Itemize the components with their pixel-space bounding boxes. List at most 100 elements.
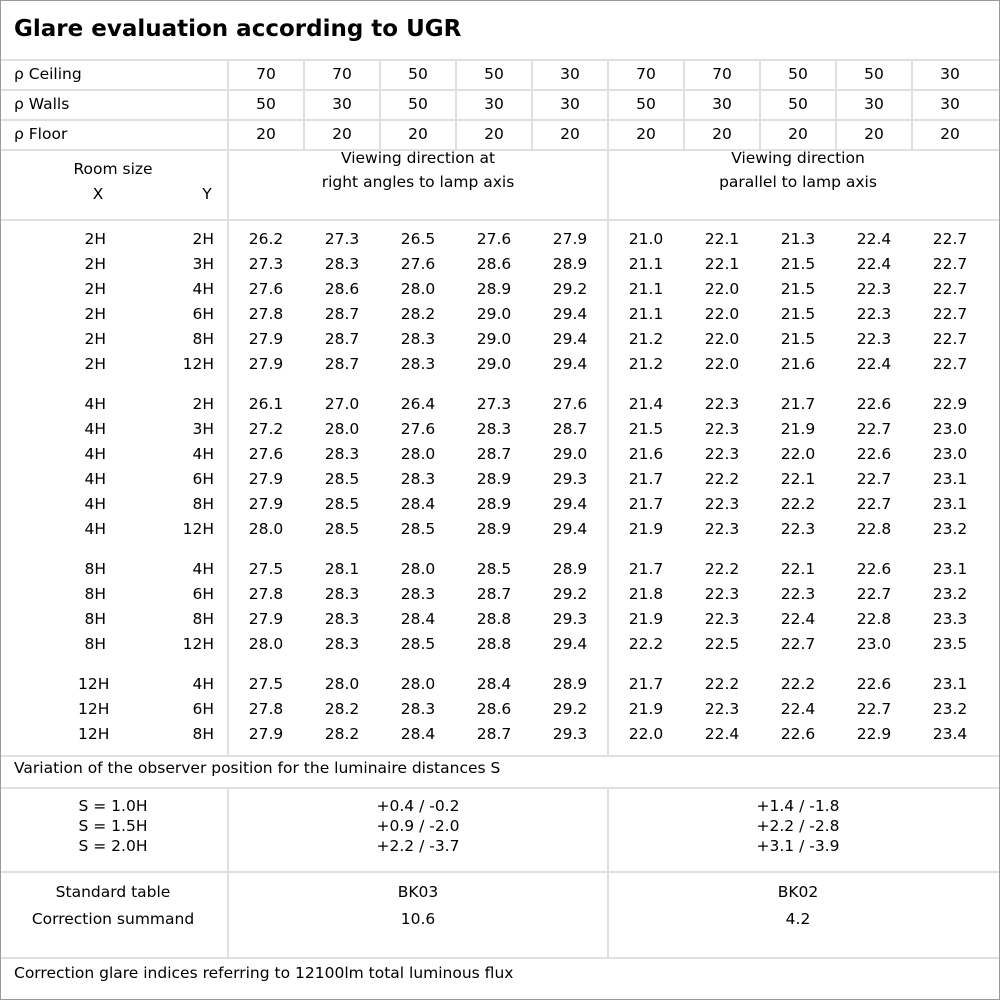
ugr-value: 27.6 [476,230,512,248]
room-x: 4H [84,395,106,413]
ugr-value: 29.4 [552,330,588,348]
column-divider [607,787,609,957]
ugr-value: 21.3 [780,230,816,248]
variation-parallel: +2.2 / -2.8 [756,817,840,835]
footer-note: Correction glare indices referring to 12… [14,964,514,982]
ugr-value: 28.6 [324,280,360,298]
column-divider [455,59,457,149]
reflectance-value: 20 [484,125,504,143]
ugr-value: 22.0 [704,305,740,323]
ugr-value: 22.3 [856,305,892,323]
column-divider [303,59,305,149]
room-x: 4H [84,445,106,463]
ugr-value: 22.7 [932,330,968,348]
ugr-value: 22.2 [704,675,740,693]
ugr-value: 28.9 [552,255,588,273]
ugr-value: 27.8 [248,305,284,323]
ugr-value: 22.7 [856,470,892,488]
ugr-value: 28.3 [324,255,360,273]
ugr-value: 22.2 [780,495,816,513]
ugr-value: 22.0 [704,280,740,298]
ugr-value: 28.5 [400,520,436,538]
row-divider [1,871,999,873]
ugr-value: 28.0 [400,560,436,578]
ugr-value: 27.6 [400,255,436,273]
reflectance-value: 50 [256,95,276,113]
ugr-value: 28.9 [552,560,588,578]
ugr-value: 28.7 [552,420,588,438]
ugr-value: 21.0 [628,230,664,248]
ugr-value: 23.4 [932,725,968,743]
reflectance-value: 20 [256,125,276,143]
ugr-value: 26.1 [248,395,284,413]
reflectance-value: 50 [788,65,808,83]
ugr-value: 28.8 [476,635,512,653]
ugr-value: 28.2 [324,700,360,718]
variation-parallel: +1.4 / -1.8 [756,797,840,815]
reflectance-value: 70 [712,65,732,83]
ugr-value: 22.6 [856,445,892,463]
ugr-value: 22.3 [780,520,816,538]
ugr-value: 28.3 [324,610,360,628]
ugr-value: 22.3 [704,420,740,438]
room-y: 4H [192,445,214,463]
ugr-value: 22.7 [780,635,816,653]
ugr-value: 22.1 [704,230,740,248]
ugr-value: 29.0 [476,355,512,373]
room-y: 3H [192,420,214,438]
ugr-value: 28.3 [324,585,360,603]
ugr-value: 28.5 [324,470,360,488]
ugr-value: 23.2 [932,700,968,718]
column-divider [683,59,685,149]
ugr-value: 22.4 [856,255,892,273]
ugr-value: 22.3 [704,395,740,413]
variation-right: +2.2 / -3.7 [376,837,460,855]
room-y: 2H [192,395,214,413]
ugr-value: 27.0 [324,395,360,413]
ugr-value: 21.8 [628,585,664,603]
ugr-value: 22.7 [932,305,968,323]
ugr-value: 28.7 [324,355,360,373]
dir-parallel-line1: Viewing direction [731,149,865,167]
room-y: 12H [182,355,214,373]
ugr-value: 27.3 [248,255,284,273]
room-y: 6H [192,700,214,718]
ugr-value: 28.9 [476,280,512,298]
ugr-value: 22.4 [856,230,892,248]
ugr-value: 28.7 [476,725,512,743]
ugr-value: 27.9 [248,495,284,513]
reflectance-value: 30 [484,95,504,113]
ugr-value: 22.3 [704,520,740,538]
reflectance-value: 30 [560,95,580,113]
ugr-value: 22.7 [856,585,892,603]
ugr-value: 22.9 [932,395,968,413]
room-x: 2H [84,255,106,273]
room-x: 2H [84,330,106,348]
ugr-value: 23.0 [932,420,968,438]
row-divider [1,59,999,61]
spacing-label: S = 2.0H [78,837,148,855]
row-divider [1,957,999,959]
ugr-value: 29.4 [552,635,588,653]
room-y: 6H [192,305,214,323]
ugr-value: 22.4 [780,700,816,718]
room-x: 8H [84,560,106,578]
ugr-value: 28.4 [400,495,436,513]
ugr-value: 28.0 [400,280,436,298]
ugr-value: 22.3 [704,445,740,463]
column-divider [911,59,913,149]
ugr-value: 28.7 [324,305,360,323]
ugr-value: 22.6 [856,560,892,578]
ugr-value: 21.9 [780,420,816,438]
ugr-value: 23.1 [932,470,968,488]
row-divider [1,787,999,789]
row-divider [1,149,999,151]
reflectance-value: 30 [864,95,884,113]
ugr-value: 28.3 [400,330,436,348]
ugr-value: 28.6 [476,700,512,718]
ugr-value: 21.2 [628,330,664,348]
standard-table-label: Standard table [55,883,171,901]
ugr-value: 23.1 [932,495,968,513]
reflectance-value: 70 [256,65,276,83]
room-x: 8H [84,635,106,653]
